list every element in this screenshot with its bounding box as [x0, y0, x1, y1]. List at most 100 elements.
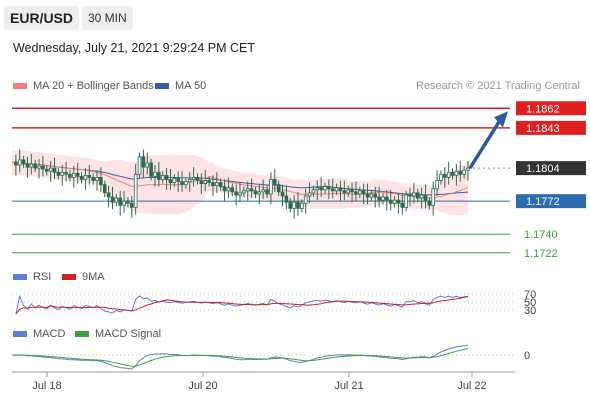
legend-swatch-ma50 — [155, 83, 169, 89]
legend-9ma-label: 9MA — [82, 271, 105, 283]
candle-body — [458, 170, 463, 175]
rsi-tick-label: 70 — [524, 289, 536, 301]
timeframe-label[interactable]: 30 MIN — [82, 6, 133, 30]
macd-signal-line — [11, 348, 469, 367]
candle-body — [230, 187, 235, 193]
forecast-arrowhead — [494, 111, 508, 128]
candle-body — [419, 194, 424, 199]
candle-body — [338, 187, 343, 192]
candle-body — [95, 177, 99, 181]
candle-body — [245, 188, 250, 192]
candle-body — [180, 181, 184, 186]
candle-body — [357, 190, 362, 195]
candle-body — [110, 196, 115, 203]
datetime-label: Wednesday, July 21, 2021 9:29:24 PM CET — [13, 41, 256, 55]
symbol-label: EUR/USD — [4, 6, 80, 30]
candle-body — [327, 186, 331, 190]
forecast-arrow — [468, 119, 502, 170]
candle-body — [87, 174, 92, 178]
level-label-1.1804: 1.1804 — [526, 163, 560, 175]
level-label-1.1740: 1.1740 — [524, 229, 558, 241]
candle-body — [68, 173, 72, 178]
candle-body — [323, 186, 327, 191]
candle-body — [446, 171, 451, 178]
candle-body — [207, 180, 211, 183]
candle-body — [427, 200, 432, 206]
candle-body — [311, 189, 316, 194]
candle-body — [99, 177, 103, 186]
candle-body — [292, 201, 296, 209]
candle-body — [153, 171, 157, 177]
legend-swatch-ma20 — [13, 83, 27, 89]
candle-body — [408, 194, 412, 197]
candle-body — [129, 202, 134, 208]
candle-body — [102, 184, 107, 194]
level-tag-1.1804 — [516, 161, 586, 176]
candle-body — [203, 180, 208, 185]
candle-body — [377, 196, 381, 201]
candle-body — [388, 199, 393, 204]
candle-body — [443, 173, 447, 178]
x-tick-label: Jul 21 — [334, 380, 363, 392]
candle-body — [404, 194, 408, 208]
candle-body — [122, 200, 126, 206]
candle-body — [346, 189, 351, 194]
candle-body — [106, 192, 111, 198]
candle-body — [25, 163, 30, 168]
rsi-tick-label: 50 — [524, 297, 536, 309]
candle-body — [350, 189, 354, 193]
candle-body — [145, 162, 150, 168]
level-label-1.1843: 1.1843 — [526, 123, 560, 135]
candle-body — [41, 165, 45, 170]
candle-body — [296, 201, 300, 209]
candle-body — [176, 178, 180, 182]
candle-body — [365, 193, 370, 198]
macd-tick-label: 0 — [524, 350, 530, 362]
legend-macd-label: MACD — [33, 328, 65, 340]
candle-body — [60, 171, 65, 176]
candle-body — [226, 187, 231, 192]
legend-swatch-macd — [13, 331, 27, 337]
source-label: Research © 2021 Trading Central — [416, 80, 580, 92]
candle-body — [191, 177, 196, 180]
candle-body — [52, 167, 57, 173]
candle-body — [75, 172, 80, 177]
candle-body — [361, 190, 366, 195]
candle-body — [195, 177, 200, 181]
candle-body — [17, 159, 22, 166]
candle-body — [234, 191, 238, 196]
candle-body — [126, 200, 130, 204]
candle-body — [29, 163, 34, 168]
candle-body — [354, 191, 358, 195]
candle-body — [172, 178, 177, 183]
candle-body — [369, 193, 374, 198]
candle-body — [373, 193, 378, 198]
candle-body — [64, 171, 68, 175]
candle-body — [342, 190, 347, 194]
legend-ma50-label: MA 50 — [175, 80, 206, 92]
candle-body — [276, 184, 281, 193]
level-tag-1.1862 — [516, 101, 586, 116]
candle-body — [300, 202, 304, 209]
candle-body — [330, 188, 335, 192]
candle-body — [288, 201, 293, 209]
candle-body — [265, 189, 269, 195]
candle-body — [21, 159, 26, 165]
candle-body — [415, 192, 420, 199]
candle-body — [133, 173, 138, 208]
candle-body — [261, 189, 265, 193]
legend-swatch-rsi — [13, 274, 27, 280]
legend-rsi-label: RSI — [33, 271, 51, 283]
candle-body — [280, 191, 285, 197]
level-tag-1.1843 — [516, 120, 586, 135]
x-tick-label: Jul 20 — [188, 380, 217, 392]
candle-body — [91, 177, 95, 181]
candle-body — [160, 174, 165, 180]
x-tick-label: Jul 22 — [457, 380, 486, 392]
level-label-1.1772: 1.1772 — [526, 196, 560, 208]
candle-body — [381, 196, 385, 201]
candle-body — [199, 180, 204, 185]
candle-body — [400, 202, 405, 208]
rsi-9ma-line — [15, 296, 469, 315]
